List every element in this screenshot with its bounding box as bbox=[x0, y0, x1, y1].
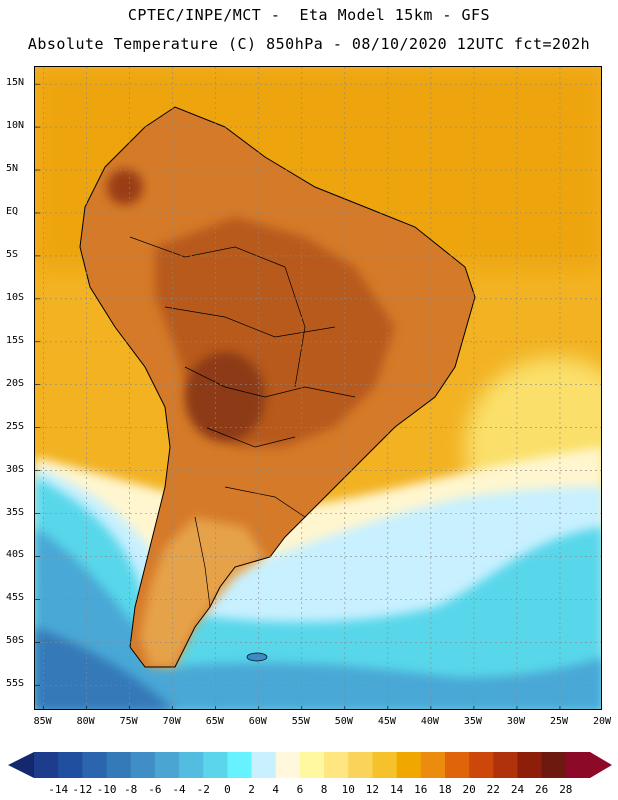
colorbar-segment bbox=[275, 752, 301, 778]
colorbar-segment bbox=[203, 752, 228, 778]
lon-tick-label: 50W bbox=[334, 716, 353, 727]
colorbar-segment bbox=[82, 752, 108, 778]
map-title-line-1: CPTEC/INPE/MCT - Eta Model 15km - GFS bbox=[127, 6, 491, 24]
temperature-map-canvas bbox=[35, 67, 601, 709]
colorbar-tick-label: 16 bbox=[414, 783, 428, 796]
colorbar-segment bbox=[130, 752, 156, 778]
country-borders bbox=[129, 236, 356, 608]
colorbar-segment bbox=[251, 752, 277, 778]
coldest-band bbox=[35, 627, 173, 709]
colorbar-tick-label: -8 bbox=[124, 783, 138, 796]
lon-tick-label: 85W bbox=[33, 716, 52, 727]
colorbar-segment bbox=[517, 752, 543, 778]
colorbar-segment bbox=[227, 752, 253, 778]
lat-tick-label: 20S bbox=[6, 377, 25, 389]
colorbar-tick-label: -4 bbox=[172, 783, 186, 796]
colorbar-segment bbox=[444, 752, 470, 778]
lon-tick-label: 40W bbox=[420, 716, 439, 727]
colorbar-segment bbox=[324, 752, 349, 778]
temperature-colorbar bbox=[8, 752, 612, 778]
colorbar-tick-label: 12 bbox=[365, 783, 380, 796]
lon-tick-label: 55W bbox=[291, 716, 310, 727]
lon-tick-label: 30W bbox=[506, 716, 525, 727]
lon-tick-label: 80W bbox=[76, 716, 95, 727]
lat-tick-label: 5S bbox=[6, 248, 19, 260]
colorbar-segment bbox=[179, 752, 204, 778]
colorbar-tick-label: 4 bbox=[272, 783, 280, 796]
lat-tick-label: 15N bbox=[6, 77, 25, 89]
hot-core-north bbox=[107, 169, 143, 205]
colorbar-tick-label: 6 bbox=[296, 783, 304, 796]
lon-tick-label: 65W bbox=[205, 716, 224, 727]
lat-tick-label: 55S bbox=[6, 678, 25, 690]
lon-tick-label: 70W bbox=[162, 716, 181, 727]
lat-tick-label: 45S bbox=[6, 592, 25, 604]
colorbar-segment bbox=[372, 752, 398, 778]
lat-tick-label: EQ bbox=[6, 205, 19, 217]
lon-tick-label: 20W bbox=[592, 716, 612, 727]
colorbar-tick-label: 20 bbox=[462, 783, 476, 796]
lon-tick-label: 75W bbox=[119, 716, 138, 727]
lon-tick-label: 35W bbox=[463, 716, 482, 727]
colorbar-segment bbox=[299, 752, 325, 778]
coastline bbox=[79, 106, 476, 668]
colorbar-tick-label: 22 bbox=[486, 783, 500, 796]
colorbar-segment bbox=[396, 752, 422, 778]
colorbar-tick-label: 14 bbox=[389, 783, 404, 796]
colorbar-segment bbox=[493, 752, 518, 778]
colorbar-segment bbox=[420, 752, 446, 778]
colorbar-tick-label: 24 bbox=[510, 783, 525, 796]
south-cone-land bbox=[140, 517, 265, 667]
colorbar-tick-label: -2 bbox=[196, 783, 210, 796]
colorbar-tick-label: 2 bbox=[248, 783, 255, 796]
lon-tick-label: 45W bbox=[377, 716, 396, 727]
lat-tick-label: 25S bbox=[6, 420, 25, 432]
colorbar-segment bbox=[106, 752, 132, 778]
colorbar-segment bbox=[58, 752, 83, 778]
hot-core bbox=[185, 352, 265, 442]
map-title-line-2: Absolute Temperature (C) 850hPa - 08/10/… bbox=[27, 35, 591, 53]
lat-tick-label: 10N bbox=[6, 120, 25, 132]
temperature-map bbox=[34, 66, 602, 710]
lat-tick-label: 10S bbox=[6, 291, 25, 303]
colorbar-segment bbox=[469, 752, 494, 778]
colorbar-tick-label: -6 bbox=[148, 783, 162, 796]
lat-tick-label: 15S bbox=[6, 334, 25, 346]
colorbar-left-arrow bbox=[8, 752, 34, 778]
colorbar-segment bbox=[154, 752, 180, 778]
colorbar-segment bbox=[348, 752, 373, 778]
colorbar-tick-label: -14 bbox=[48, 783, 69, 796]
colorbar-tick-label: -12 bbox=[72, 783, 93, 796]
lon-tick-label: 25W bbox=[549, 716, 568, 727]
lat-tick-label: 50S bbox=[6, 635, 25, 647]
lat-tick-label: 35S bbox=[6, 506, 25, 518]
colorbar-tick-label: -10 bbox=[96, 783, 117, 796]
colorbar-segment bbox=[34, 752, 59, 778]
colorbar-segment bbox=[541, 752, 567, 778]
colorbar-tick-label: 26 bbox=[535, 783, 549, 796]
colorbar-tick-label: 10 bbox=[341, 783, 355, 796]
graticule bbox=[35, 67, 601, 709]
lat-tick-label: 40S bbox=[6, 549, 25, 561]
colorbar-segment bbox=[565, 752, 591, 778]
falkland-islands bbox=[246, 652, 268, 662]
lon-tick-label: 60W bbox=[248, 716, 267, 727]
colorbar-right-arrow bbox=[590, 752, 612, 778]
lat-tick-label: 30S bbox=[6, 463, 25, 475]
colorbar-tick-label: 18 bbox=[438, 783, 452, 796]
lat-tick-label: 5N bbox=[6, 163, 19, 175]
colorbar-tick-label: 0 bbox=[224, 783, 231, 796]
colorbar-tick-label: 8 bbox=[320, 783, 328, 796]
colorbar-tick-label: 28 bbox=[559, 783, 573, 796]
